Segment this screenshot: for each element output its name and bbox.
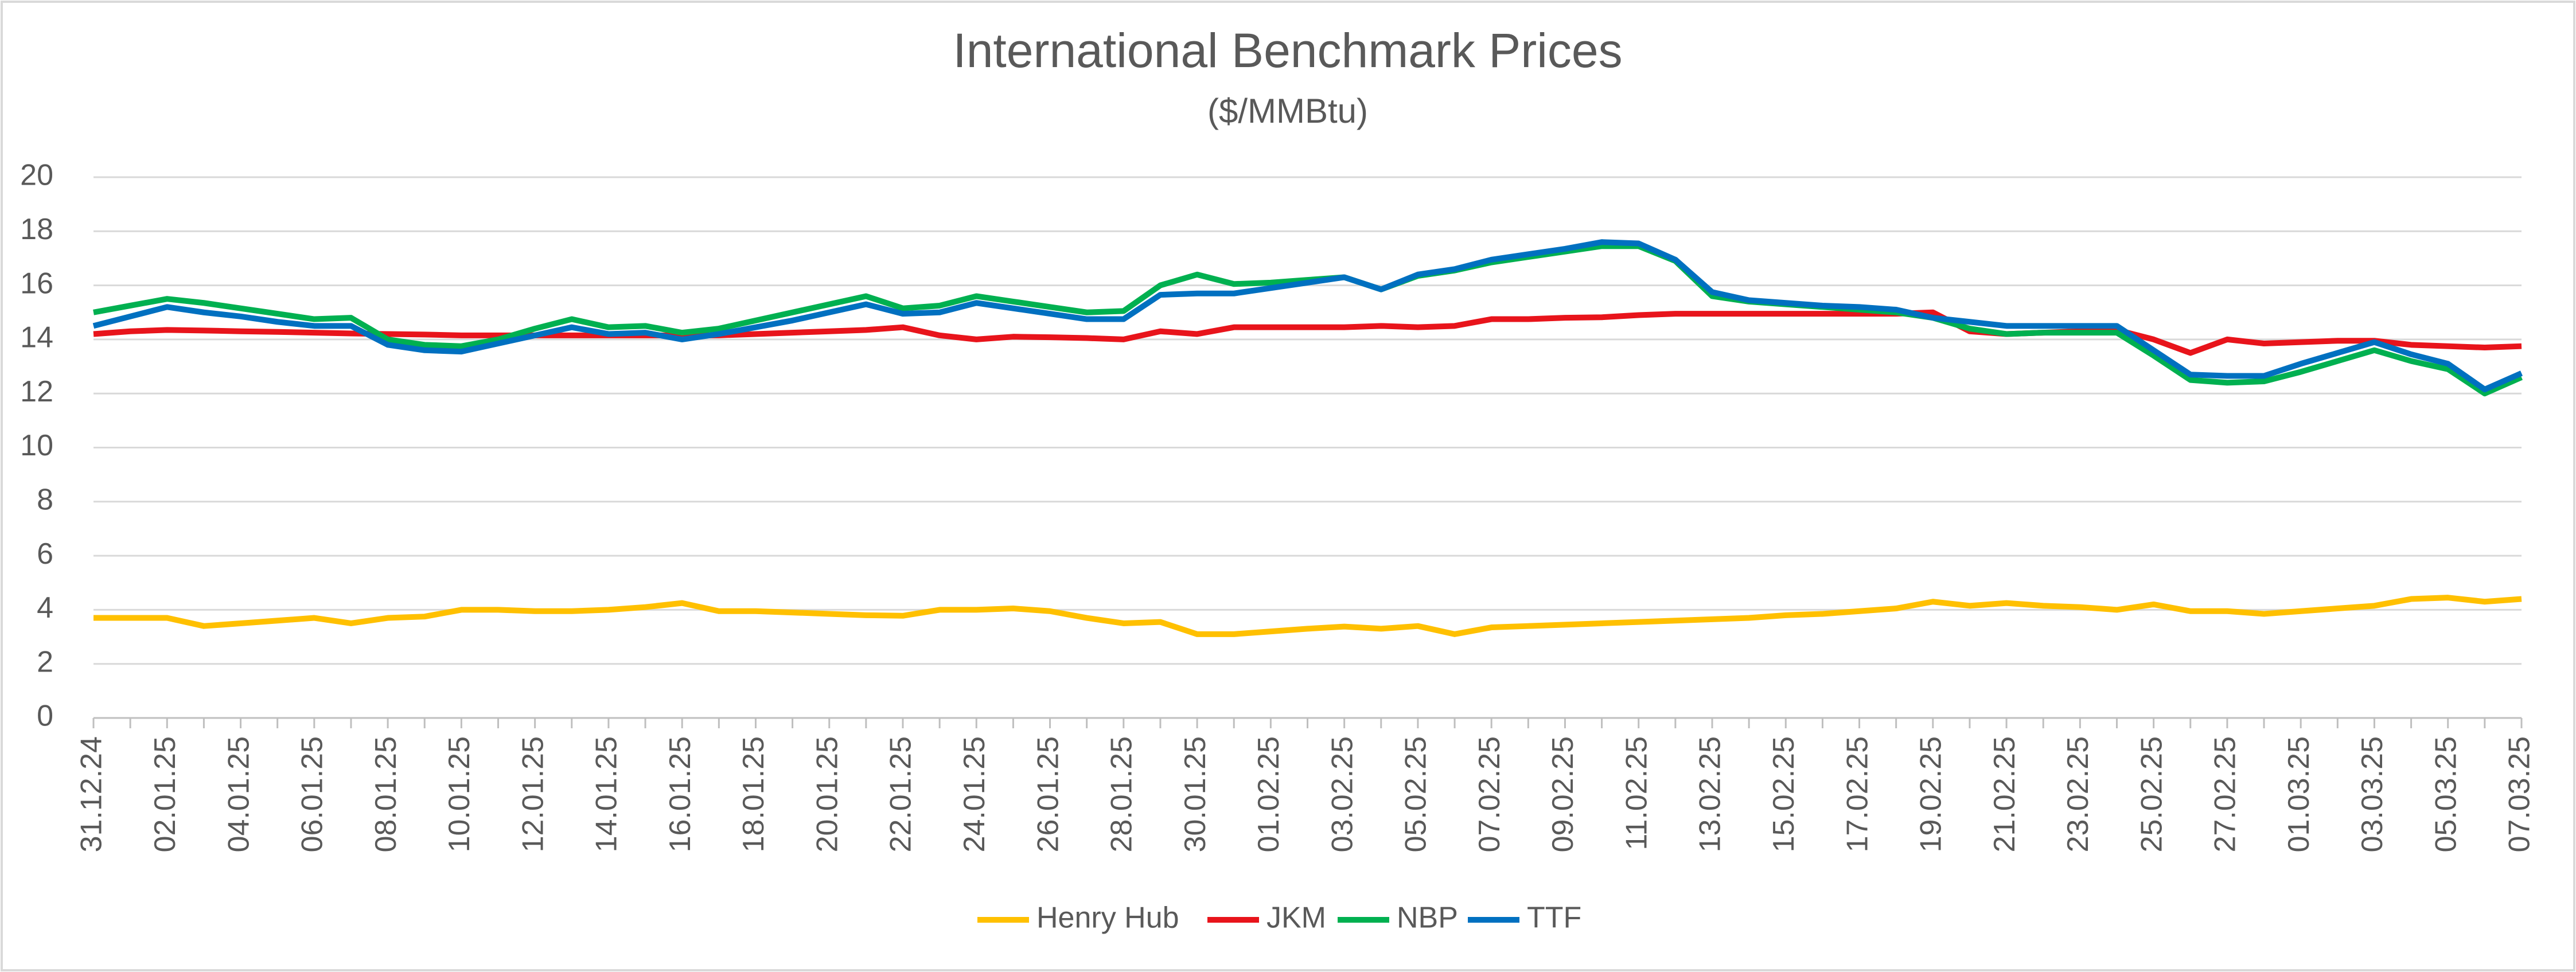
x-tick-label: 26.01.25 (1031, 736, 1065, 852)
x-tick-label: 10.01.25 (443, 736, 476, 852)
x-tick-label: 15.02.25 (1767, 736, 1801, 852)
legend-label: TTF (1527, 901, 1581, 935)
x-tick-label: 18.01.25 (737, 736, 770, 852)
x-tick-label: 27.02.25 (2209, 736, 2242, 852)
y-tick-label: 16 (20, 267, 53, 300)
y-tick-label: 4 (37, 591, 53, 624)
x-tick-label: 24.01.25 (958, 736, 991, 852)
x-tick-label: 07.02.25 (1473, 736, 1506, 852)
x-tick-label: 30.01.25 (1179, 736, 1212, 852)
x-tick-label: 09.02.25 (1546, 736, 1580, 852)
x-tick-label: 03.02.25 (1326, 736, 1359, 852)
y-tick-label: 20 (20, 159, 53, 192)
x-tick-label: 20.01.25 (810, 736, 844, 852)
x-tick-label: 28.01.25 (1105, 736, 1139, 852)
x-tick-label: 16.01.25 (664, 736, 697, 852)
y-tick-label: 0 (37, 700, 53, 733)
x-tick-label: 23.02.25 (2061, 736, 2095, 852)
x-tick-label: 01.03.25 (2282, 736, 2316, 852)
x-tick-label: 12.01.25 (516, 736, 550, 852)
x-tick-label: 14.01.25 (590, 736, 623, 852)
x-tick-label: 05.03.25 (2429, 736, 2462, 852)
x-tick-label: 22.01.25 (884, 736, 918, 852)
x-tick-label: 11.02.25 (1620, 736, 1653, 850)
x-tick-label: 05.02.25 (1400, 736, 1433, 852)
x-tick-label: 04.01.25 (222, 736, 255, 852)
x-tick-label: 02.01.25 (149, 736, 182, 852)
x-tick-label: 31.12.24 (75, 736, 108, 852)
y-tick-label: 14 (20, 321, 53, 354)
x-tick-label: 19.02.25 (1915, 736, 1948, 852)
legend-label: Henry Hub (1036, 901, 1179, 935)
y-tick-label: 8 (37, 483, 53, 517)
y-tick-label: 10 (20, 429, 53, 462)
y-tick-label: 12 (20, 375, 53, 408)
chart-title: International Benchmark Prices (953, 24, 1622, 77)
x-tick-label: 17.02.25 (1841, 736, 1874, 852)
chart-subtitle: ($/MMBtu) (1207, 92, 1368, 130)
x-tick-label: 07.03.25 (2503, 736, 2536, 852)
x-tick-label: 06.01.25 (296, 736, 329, 852)
x-tick-label: 08.01.25 (369, 736, 403, 852)
y-tick-label: 18 (20, 213, 53, 246)
x-tick-label: 01.02.25 (1252, 736, 1285, 852)
x-tick-label: 03.03.25 (2356, 736, 2389, 852)
series-line (93, 595, 2522, 637)
legend-label: NBP (1397, 901, 1458, 935)
x-tick-label: 21.02.25 (1988, 736, 2021, 852)
series-line (92, 239, 2523, 393)
y-tick-label: 2 (37, 645, 53, 678)
x-tick-label: 13.02.25 (1694, 736, 1727, 852)
y-tick-label: 6 (37, 537, 53, 571)
legend-label: JKM (1266, 901, 1326, 935)
x-tick-label: 25.02.25 (2135, 736, 2168, 852)
